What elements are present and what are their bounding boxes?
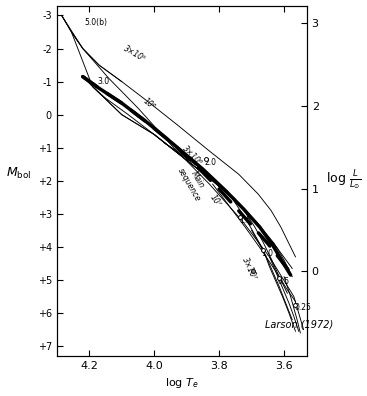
Text: Larson (1972): Larson (1972) <box>265 320 333 329</box>
Text: 3×10⁶: 3×10⁶ <box>180 144 204 168</box>
Text: 3.0: 3.0 <box>97 77 109 86</box>
Text: 3×10⁷: 3×10⁷ <box>240 256 259 281</box>
Y-axis label: $M_{\rm bol}$: $M_{\rm bol}$ <box>6 166 31 181</box>
Text: 10⁷: 10⁷ <box>208 193 222 208</box>
Text: 1.5: 1.5 <box>239 215 251 225</box>
X-axis label: log $T_e$: log $T_e$ <box>165 377 199 390</box>
Text: 0.25: 0.25 <box>294 303 311 312</box>
Text: 5.0(b): 5.0(b) <box>84 18 108 27</box>
Text: 10⁶: 10⁶ <box>141 97 157 112</box>
Y-axis label: log $\frac{L}{L_{\odot}}$: log $\frac{L}{L_{\odot}}$ <box>326 169 361 192</box>
Text: 3×10⁵: 3×10⁵ <box>122 44 147 63</box>
Text: 0.5: 0.5 <box>278 277 290 286</box>
Text: Main
sequence: Main sequence <box>175 162 211 204</box>
Text: 1.0: 1.0 <box>262 249 274 257</box>
Text: 2.0: 2.0 <box>205 158 217 167</box>
